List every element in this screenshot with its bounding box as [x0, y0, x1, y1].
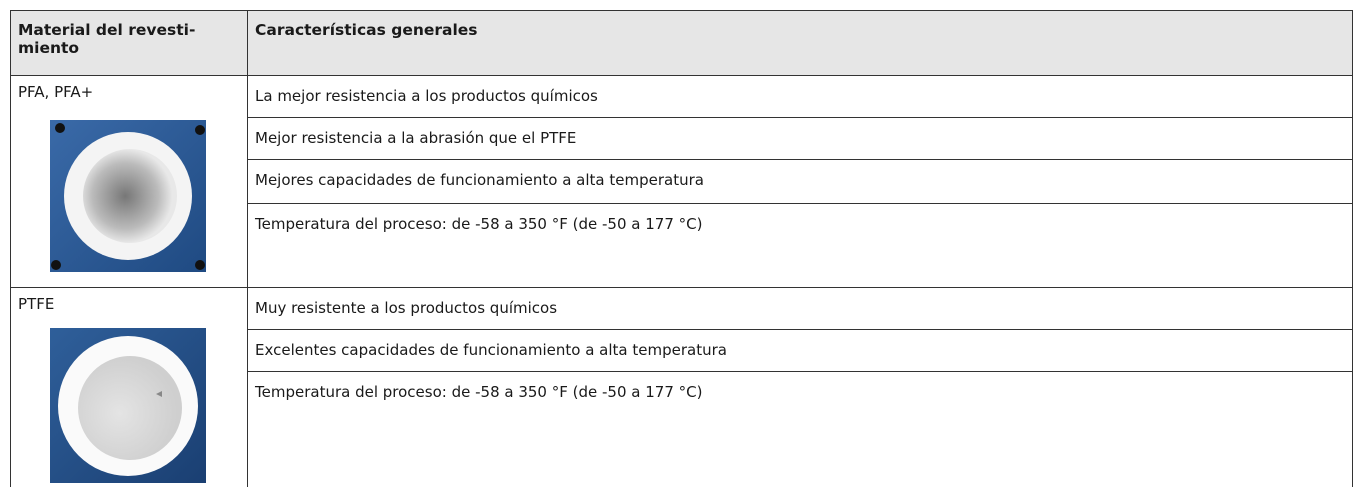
border [247, 329, 1353, 330]
liner-photo [50, 120, 206, 272]
border [247, 159, 1353, 160]
feature-cell: Mejor resistencia a la abrasión que el P… [255, 129, 577, 147]
border [247, 203, 1353, 204]
feature-cell: Mejores capacidades de funcionamiento a … [255, 171, 704, 189]
border [10, 75, 1353, 76]
feature-cell: Muy resistente a los productos químicos [255, 299, 558, 317]
feature-cell: Temperatura del proceso: de -58 a 350 °F… [255, 383, 703, 401]
border [247, 10, 248, 487]
header-cell: Material del revesti- miento [18, 21, 196, 57]
border [10, 10, 1353, 11]
liner-photo [50, 328, 206, 483]
header-background [10, 10, 1353, 75]
feature-cell: Excelentes capacidades de funcionamiento… [255, 341, 727, 359]
material-cell: PFA, PFA+ [18, 83, 94, 101]
border [247, 371, 1353, 372]
border [10, 10, 11, 487]
header-cell: Características generales [255, 21, 478, 39]
feature-cell: Temperatura del proceso: de -58 a 350 °F… [255, 215, 703, 233]
feature-cell: La mejor resistencia a los productos quí… [255, 87, 598, 105]
border [247, 117, 1353, 118]
material-cell: PTFE [18, 295, 55, 313]
border [10, 287, 1353, 288]
